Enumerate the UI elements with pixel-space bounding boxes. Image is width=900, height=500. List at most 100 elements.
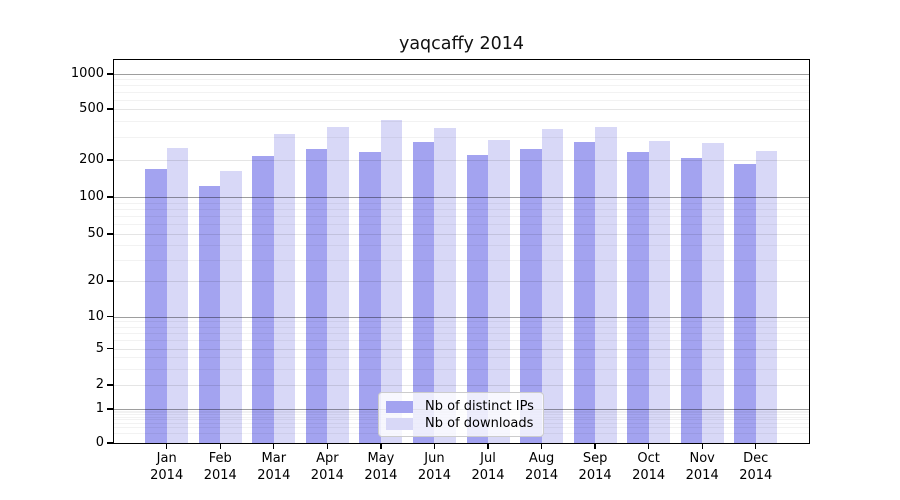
x-tick-month: Apr [316, 451, 339, 466]
bar-nb-of-distinct-ips-jul-2014 [466, 154, 488, 443]
gridline-y-20 [114, 281, 809, 282]
bar-nb-of-downloads-jul-2014 [488, 140, 510, 443]
gridline-minor-y-40 [114, 245, 809, 247]
y-tick-mark-1000 [107, 73, 113, 75]
x-tick-label-feb: Feb 2014 [188, 451, 252, 484]
gridline-minor-y-300 [114, 137, 809, 139]
x-tick-mark-mar [273, 443, 275, 449]
legend-item-distinct-ips: Nb of distinct IPs [386, 398, 543, 415]
x-tick-month: Nov [689, 451, 715, 466]
y-tick-label-500: 500 [79, 101, 104, 116]
x-tick-year: 2014 [471, 467, 505, 483]
x-tick-month: Dec [743, 451, 769, 466]
x-tick-mark-nov [701, 443, 703, 449]
y-tick-mark-100 [107, 196, 113, 198]
x-tick-year: 2014 [150, 467, 184, 483]
x-tick-month: Jun [424, 451, 445, 466]
gridline-minor-y-9 [114, 321, 809, 323]
legend-item-downloads: Nb of downloads [386, 415, 543, 432]
y-tick-label-10: 10 [87, 308, 104, 324]
bar-nb-of-distinct-ips-may-2014 [359, 151, 381, 443]
legend-label-distinct-ips: Nb of distinct IPs [425, 399, 534, 414]
gridline-minor-y-30 [114, 260, 809, 262]
bar-nb-of-distinct-ips-apr-2014 [305, 148, 328, 443]
gridline-minor-y-3 [114, 368, 809, 370]
y-tick-mark-200 [107, 159, 113, 161]
y-tick-label-2: 2 [95, 377, 104, 392]
bar-nb-of-downloads-dec-2014 [755, 151, 778, 443]
bar-nb-of-downloads-feb-2014 [220, 170, 242, 443]
y-tick-mark-2 [107, 384, 113, 386]
x-tick-mark-dec [755, 443, 757, 449]
y-tick-label-0: 0 [95, 435, 104, 450]
legend: Nb of distinct IPs Nb of downloads [378, 392, 544, 437]
x-tick-year: 2014 [632, 467, 666, 483]
gridline-y-10 [114, 316, 809, 318]
gridline-y-200 [114, 160, 809, 161]
legend-swatch-downloads [386, 417, 413, 430]
x-tick-mark-sep [594, 443, 596, 449]
x-tick-year: 2014 [417, 467, 451, 483]
gridline-minor-y-90 [114, 202, 809, 204]
bar-nb-of-downloads-jan-2014 [166, 148, 189, 443]
y-tick-label-100: 100 [79, 189, 104, 204]
gridline-minor-y-4 [114, 357, 809, 359]
gridline-y-2 [114, 385, 809, 386]
bar-nb-of-distinct-ips-oct-2014 [627, 151, 649, 443]
x-tick-month: Mar [261, 451, 287, 466]
x-tick-mark-jul [487, 443, 489, 449]
x-tick-month: Aug [528, 451, 555, 466]
x-tick-label-nov: Nov 2014 [670, 451, 734, 484]
bar-nb-of-distinct-ips-mar-2014 [252, 155, 274, 443]
y-tick-label-1000: 1000 [70, 66, 104, 81]
x-tick-label-apr: Apr 2014 [295, 451, 359, 484]
bar-nb-of-downloads-mar-2014 [273, 134, 296, 443]
x-tick-month: May [367, 451, 395, 466]
bar-nb-of-distinct-ips-dec-2014 [734, 163, 756, 443]
bar-nb-of-distinct-ips-nov-2014 [680, 158, 703, 443]
x-tick-label-aug: Aug 2014 [510, 451, 574, 484]
y-tick-mark-1 [107, 408, 113, 410]
x-tick-year: 2014 [578, 467, 612, 483]
x-tick-year: 2014 [310, 467, 344, 483]
x-tick-label-jun: Jun 2014 [402, 451, 466, 484]
y-tick-mark-5 [107, 347, 113, 350]
x-tick-mark-apr [326, 443, 329, 449]
gridline-y-50 [114, 234, 809, 235]
x-tick-year: 2014 [203, 467, 237, 483]
x-tick-label-jan: Jan 2014 [135, 451, 199, 484]
legend-swatch-distinct-ips [386, 400, 413, 413]
x-tick-mark-jun [433, 443, 436, 449]
y-tick-label-5: 5 [95, 340, 104, 356]
gridline-minor-y-70 [114, 216, 809, 218]
bar-nb-of-downloads-aug-2014 [541, 128, 564, 443]
x-tick-mark-feb [219, 443, 221, 449]
chart-title: yaqcaffy 2014 [398, 34, 525, 54]
gridline-minor-y-7 [114, 332, 809, 334]
x-tick-label-oct: Oct 2014 [617, 451, 681, 484]
x-tick-year: 2014 [685, 467, 719, 483]
x-tick-mark-oct [647, 443, 650, 449]
x-tick-label-jul: Jul 2014 [456, 451, 520, 484]
gridline-y-1000 [114, 74, 809, 75]
bar-nb-of-distinct-ips-feb-2014 [198, 186, 221, 443]
bar-nb-of-downloads-apr-2014 [327, 126, 349, 443]
gridline-minor-y-700 [114, 92, 809, 93]
bar-nb-of-downloads-oct-2014 [648, 140, 671, 443]
x-tick-month: Oct [637, 451, 660, 466]
bar-nb-of-downloads-jun-2014 [434, 128, 456, 443]
gridline-minor-y-6 [114, 340, 809, 342]
bar-nb-of-downloads-sep-2014 [595, 127, 617, 443]
x-tick-month: Sep [582, 451, 608, 466]
x-tick-label-mar: Mar 2014 [242, 451, 306, 484]
y-tick-label-50: 50 [87, 226, 104, 241]
bar-nb-of-distinct-ips-aug-2014 [520, 148, 542, 443]
y-tick-mark-0 [107, 442, 113, 444]
x-tick-year: 2014 [364, 467, 398, 483]
y-tick-label-20: 20 [87, 273, 104, 288]
bar-nb-of-distinct-ips-sep-2014 [573, 142, 596, 443]
bar-nb-of-downloads-nov-2014 [702, 143, 724, 443]
bar-nb-of-distinct-ips-jan-2014 [145, 168, 167, 443]
x-tick-label-sep: Sep 2014 [563, 451, 627, 484]
gridline-minor-y-900 [114, 79, 809, 81]
